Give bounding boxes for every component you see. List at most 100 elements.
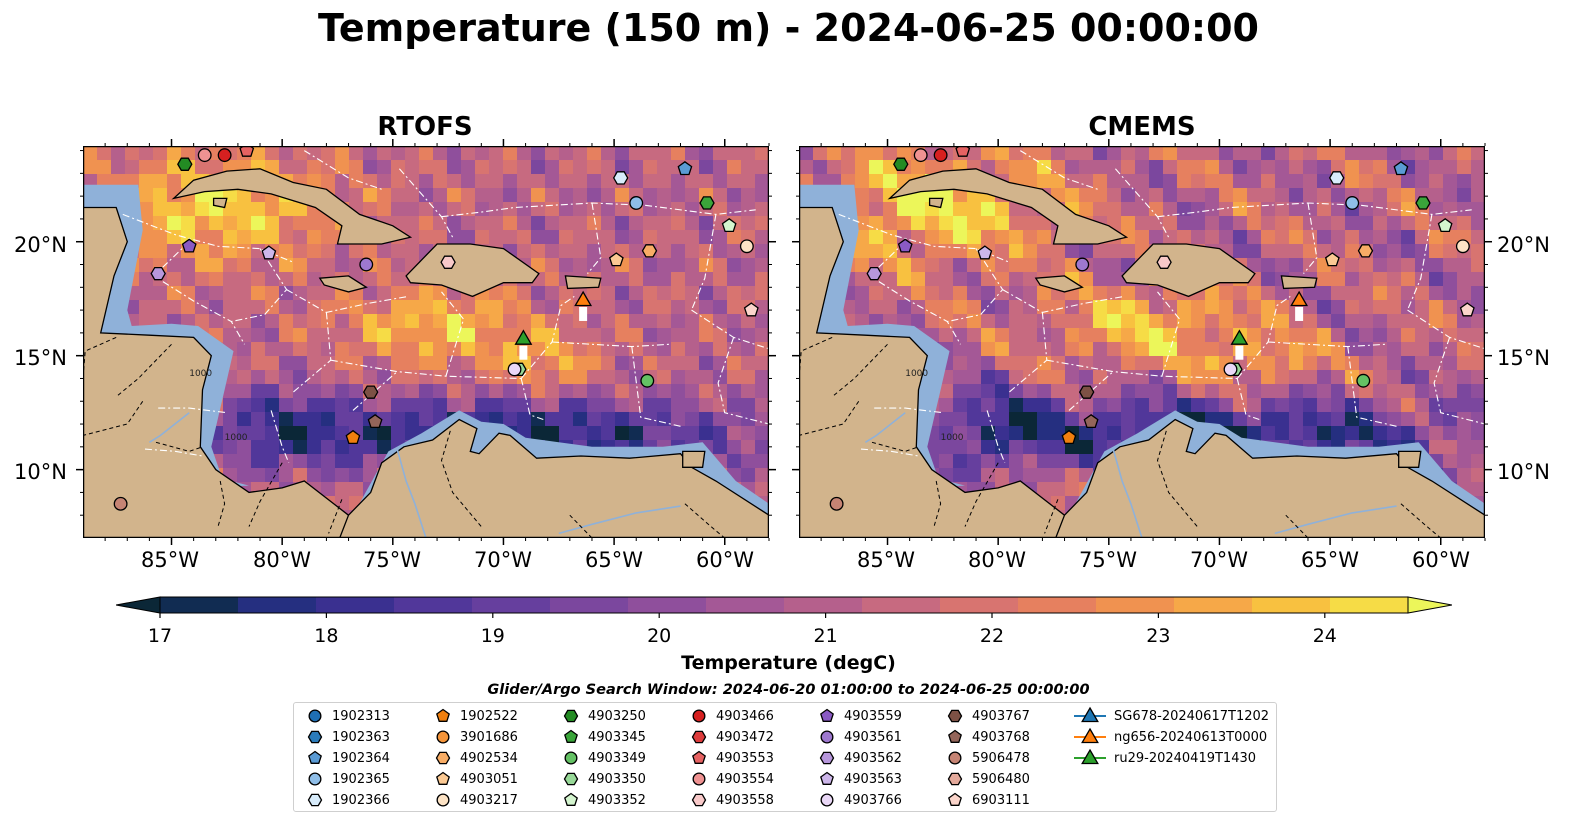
- legend-entry: 4903768: [946, 727, 1030, 747]
- argo-float-marker: [362, 385, 379, 399]
- country-border: [964, 462, 999, 527]
- legend-triangle: [1081, 706, 1099, 723]
- country-border: [831, 343, 888, 398]
- argo-float-marker: [608, 252, 624, 267]
- legend-entry: 1902522: [434, 706, 518, 726]
- legend-symbol: [820, 793, 834, 807]
- colorbar-max-extend: [1407, 596, 1452, 614]
- legend-symbol: [947, 772, 963, 786]
- argo-float-marker: [1083, 414, 1099, 429]
- river: [1112, 448, 1143, 538]
- eez-boundary: [1406, 214, 1433, 311]
- land: [318, 275, 368, 293]
- legend-label: 3901686: [460, 729, 518, 745]
- argo-float-marker: [677, 160, 693, 176]
- legend-symbol: [691, 793, 707, 807]
- legend-marker-icon: [820, 730, 834, 744]
- colorbar-segment: [940, 597, 1019, 613]
- country-border: [248, 462, 283, 527]
- colorbar-tick-label: 23: [1146, 625, 1171, 647]
- land: [1280, 275, 1318, 290]
- eez-boundary: [304, 150, 382, 190]
- argo-float-marker: [977, 245, 993, 260]
- argo-float-marker: [829, 496, 844, 511]
- y-tick-label: 20°N: [1497, 233, 1550, 257]
- argo-float-marker: [1156, 255, 1172, 269]
- eez-boundary: [1236, 295, 1291, 379]
- eez-boundary: [986, 410, 1006, 464]
- eez-boundary: [1236, 378, 1260, 421]
- legend-marker-icon: [307, 730, 323, 744]
- colorbar-segment: [550, 597, 629, 613]
- argo-float-marker: [629, 196, 644, 210]
- country-border: [440, 430, 482, 527]
- legend-symbol: [820, 771, 834, 785]
- y-tick-label: 15°N: [1497, 346, 1550, 370]
- colorbar-label: Temperature (degC): [681, 652, 896, 674]
- argo-float-marker: [113, 496, 128, 511]
- argo-float-marker: [933, 148, 948, 163]
- country-border: [1156, 430, 1198, 527]
- legend-entry: 4903559: [818, 706, 902, 726]
- colorbar-tick-label: 24: [1312, 625, 1337, 647]
- legend-label: 6903111: [972, 792, 1030, 808]
- legend-label: 4903345: [588, 729, 646, 745]
- map-panel-cmems: 1000 1000: [799, 146, 1485, 538]
- legend-symbol: [308, 772, 322, 786]
- argo-float-marker: [640, 373, 655, 388]
- argo-float-marker: [1345, 196, 1360, 210]
- argo-float-marker: [197, 148, 212, 163]
- legend-label: 4902534: [460, 750, 518, 766]
- eez-boundary: [1114, 168, 1170, 238]
- land: [405, 243, 540, 298]
- eez-boundary: [1157, 291, 1181, 377]
- colorbar-tick-label: 20: [647, 625, 672, 647]
- legend-marker-icon: [692, 709, 706, 723]
- eez-boundary: [398, 168, 454, 238]
- country-border: [933, 480, 942, 527]
- panel-title-rtofs: RTOFS: [377, 112, 473, 142]
- legend-entry: 4903051: [434, 769, 518, 789]
- x-tick-label: 70°W: [1190, 548, 1248, 572]
- legend-entry: 4903553: [690, 748, 774, 768]
- argo-float-marker: [440, 255, 456, 269]
- eez-boundary: [868, 241, 961, 345]
- eez-boundary: [270, 410, 290, 464]
- legend-marker-icon: [308, 709, 322, 723]
- legend-symbol: [436, 793, 450, 807]
- legend-entry: 4903250: [562, 706, 646, 726]
- x-tick-label: 65°W: [1301, 548, 1359, 572]
- legend-entry: 4903558: [690, 790, 774, 810]
- colorbar-segment: [862, 597, 941, 613]
- legend-symbol: [436, 708, 450, 722]
- legend-symbol: [948, 751, 962, 765]
- argo-float-marker: [866, 266, 882, 281]
- map-panel-rtofs: 1000 1000: [83, 146, 769, 538]
- legend-symbol: [692, 750, 706, 764]
- legend-marker-icon: [947, 709, 963, 723]
- legend-marker-icon: [692, 750, 706, 764]
- eez-boundary: [690, 214, 717, 311]
- country-border: [217, 480, 226, 527]
- legend-symbol: [436, 771, 450, 785]
- y-tick-label: 10°N: [1497, 460, 1550, 484]
- colorbar-segment: [1330, 597, 1409, 613]
- legend-label: 5906480: [972, 771, 1030, 787]
- legend-entry: SG678-20240617T1202: [1074, 706, 1269, 726]
- eez-boundary: [860, 448, 919, 457]
- legend-symbol: [820, 730, 834, 744]
- contour-label: 1000: [189, 369, 212, 379]
- colorbar-segment: [316, 597, 395, 613]
- argo-float-marker: [743, 302, 759, 317]
- x-tick-label: 85°W: [857, 548, 915, 572]
- legend-label: ng656-20240613T0000: [1114, 729, 1268, 745]
- legend-entry: 4903349: [562, 748, 646, 768]
- argo-float-marker: [345, 429, 361, 445]
- legend-marker-icon: [564, 792, 578, 806]
- legend-symbol: [820, 708, 834, 722]
- legend-entry: 4903345: [562, 727, 646, 747]
- legend-symbol: [307, 793, 323, 807]
- legend-marker-icon: [1074, 727, 1106, 744]
- legend-entry: 6903111: [946, 790, 1030, 810]
- legend-entry: 4903472: [690, 727, 774, 747]
